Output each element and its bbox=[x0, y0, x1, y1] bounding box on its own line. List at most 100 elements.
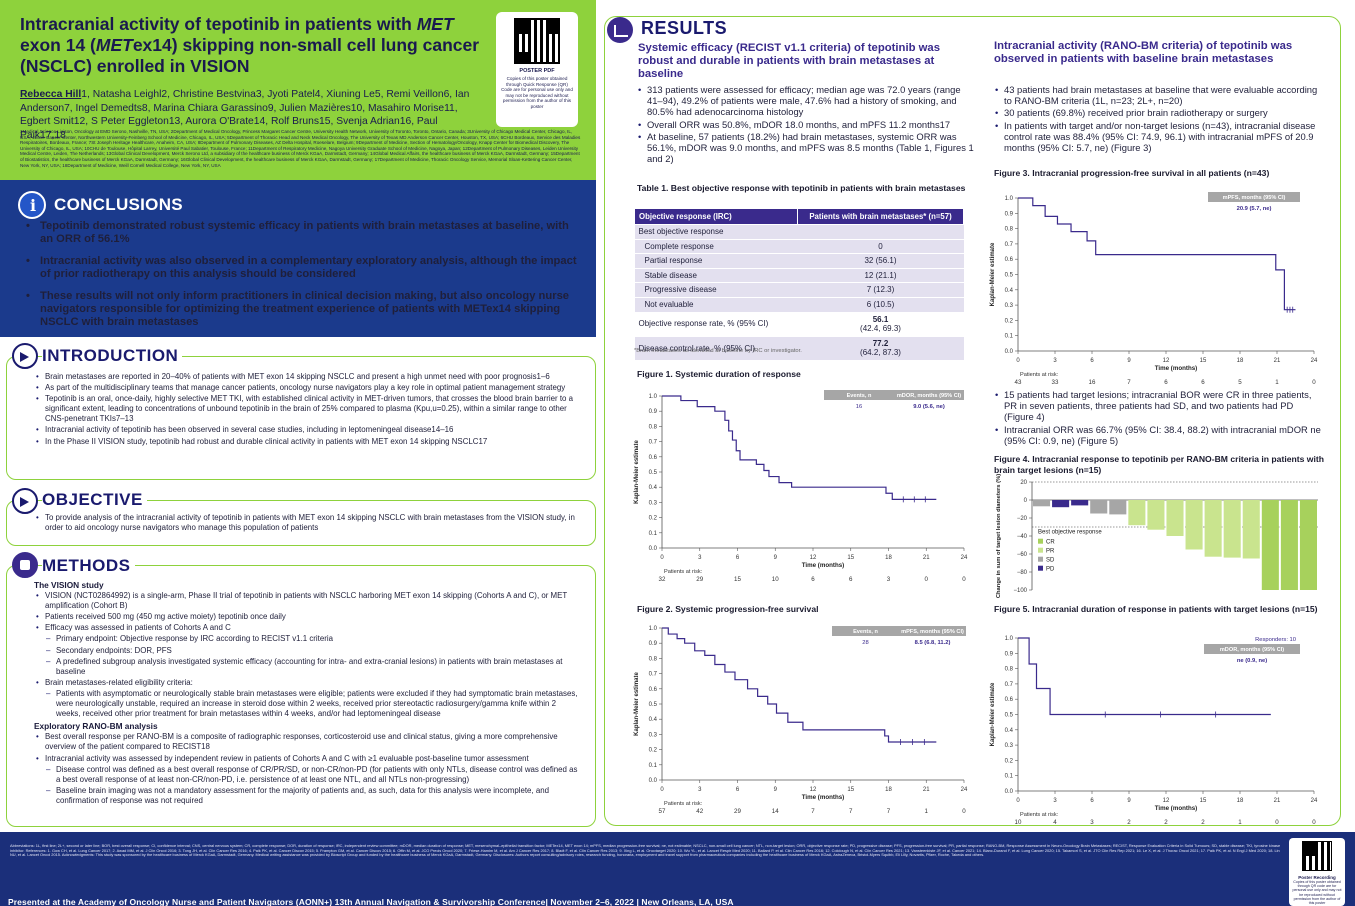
km-curve bbox=[662, 627, 937, 743]
table-row: Disease control rate, % (95% CI) 77.2 (64.… bbox=[634, 335, 964, 361]
y-axis-label: Kaplan-Meier estimate bbox=[990, 242, 996, 306]
km-curve bbox=[662, 395, 937, 500]
y-tick-label: 0 bbox=[1024, 498, 1028, 504]
table-row: Progressive disease 7 (12.3) bbox=[634, 282, 964, 298]
y-tick-label: 0.8 bbox=[1005, 667, 1014, 673]
y-tick-label: 0.1 bbox=[649, 531, 658, 537]
legend-header-bg bbox=[824, 390, 964, 400]
y-tick-label: 1.0 bbox=[649, 394, 658, 400]
y-tick-label: 0.1 bbox=[1005, 334, 1014, 340]
x-tick-label: 0 bbox=[660, 555, 664, 561]
intracranial-item: In patients with target and/or non-targe… bbox=[993, 120, 1323, 154]
at-risk-label: Patients at risk: bbox=[1020, 812, 1059, 818]
row-label: Objective response rate, % (95% CI) bbox=[634, 311, 798, 337]
y-tick-label: 0.0 bbox=[1005, 789, 1014, 795]
legend-header: mDOR, months (95% CI) bbox=[1220, 647, 1284, 653]
first-author: Rebecca Hill bbox=[20, 89, 82, 100]
at-risk-value: 0 bbox=[962, 576, 966, 583]
rate-value: 56.1 bbox=[872, 314, 889, 324]
row-label: Not evaluable bbox=[634, 297, 798, 313]
at-risk-value: 29 bbox=[734, 808, 741, 815]
figure1-title: Figure 1. Systemic duration of response bbox=[637, 369, 801, 379]
x-tick-label: 18 bbox=[885, 555, 892, 561]
row-label: Disease control rate, % (95% CI) bbox=[634, 335, 798, 361]
intracranial-item: 15 patients had target lesions; intracra… bbox=[993, 389, 1323, 423]
legend-value: 8.5 (6.8, 11.2) bbox=[915, 640, 951, 646]
introduction-list: Brain metastases are reported in 20–40% … bbox=[34, 372, 574, 448]
row-value: 32 (56.1) bbox=[797, 253, 964, 269]
waterfall-bar bbox=[1052, 500, 1070, 508]
methods-subhead: The VISION study bbox=[34, 580, 104, 590]
x-tick-label: 0 bbox=[1016, 358, 1020, 364]
table-header: Objective response (IRC) bbox=[634, 208, 798, 225]
methods-item: Disease control was defined as a best ov… bbox=[34, 765, 582, 785]
at-risk-value: 33 bbox=[1052, 379, 1059, 386]
y-tick-label: −20 bbox=[1017, 516, 1028, 522]
x-axis-label: Time (months) bbox=[1155, 365, 1198, 372]
at-risk-value: 14 bbox=[772, 808, 779, 815]
x-tick-label: 18 bbox=[1237, 358, 1244, 364]
y-tick-label: −100 bbox=[1013, 588, 1027, 594]
x-tick-label: 3 bbox=[1053, 798, 1057, 804]
waterfall-bar bbox=[1071, 500, 1089, 506]
x-axis-label: Time (months) bbox=[802, 794, 845, 801]
y-tick-label: 0.3 bbox=[1005, 743, 1014, 749]
waterfall-bar bbox=[1242, 500, 1260, 559]
waterfall-bar bbox=[1033, 500, 1051, 507]
figure2-title: Figure 2. Systemic progression-free surv… bbox=[637, 604, 819, 614]
legend-swatch bbox=[1038, 547, 1043, 553]
x-tick-label: 12 bbox=[1163, 358, 1170, 364]
at-risk-label: Patients at risk: bbox=[664, 801, 703, 807]
poster-pdf-qr[interactable]: POSTER PDF Copies of this poster obtaine… bbox=[496, 12, 578, 127]
figure3-chart: 0.00.10.20.30.40.50.60.70.80.91.00433336… bbox=[990, 192, 1318, 386]
y-tick-label: 1.0 bbox=[649, 626, 658, 632]
objective-item: To provide analysis of the intracranial … bbox=[34, 513, 584, 533]
row-label: Best objective response bbox=[634, 224, 798, 240]
y-tick-label: 0.9 bbox=[649, 409, 658, 415]
x-tick-label: 18 bbox=[1237, 798, 1244, 804]
at-risk-value: 7 bbox=[1127, 379, 1131, 386]
waterfall-bar bbox=[1128, 500, 1146, 526]
at-risk-value: 1 bbox=[1238, 819, 1242, 826]
figure4-chart: 20 0 −20 −40 −60 −80 −100 Change in sum of targ… bbox=[996, 474, 1318, 598]
introduction-box bbox=[6, 356, 596, 480]
figure2-chart: 0.0 0.1 0.2 0.3 0.4 0.5 0.6 0.7 0.8 0.9 1.0 0 57 3 42 6… bbox=[634, 626, 968, 815]
best-response-table: Objective response (IRC) Patients with b… bbox=[634, 208, 964, 361]
objective-box bbox=[6, 500, 596, 546]
x-tick-label: 24 bbox=[1311, 798, 1318, 804]
poster-recording-qr[interactable]: Poster Recording Copies of this poster o… bbox=[1289, 838, 1345, 906]
affiliations: 1Medical Science Liaison, Oncology at EM… bbox=[20, 129, 581, 168]
y-tick-label: 0.3 bbox=[1005, 303, 1014, 309]
methods-item: Brain metastases-related eligibility cri… bbox=[34, 678, 582, 688]
methods-item: Baseline brain imaging was not a mandato… bbox=[34, 786, 582, 806]
y-tick-label: 0.7 bbox=[1005, 682, 1014, 688]
x-tick-label: 21 bbox=[1274, 358, 1281, 364]
legend-label: CR bbox=[1046, 540, 1055, 546]
x-tick-label: 12 bbox=[1163, 798, 1170, 804]
conclusion-item: These results will not only inform pract… bbox=[26, 290, 582, 329]
row-value: 0 bbox=[797, 239, 964, 255]
x-tick-label: 24 bbox=[961, 555, 968, 561]
methods-title: METHODS bbox=[42, 556, 135, 576]
methods-item: VISION (NCT02864992) is a single-arm, Ph… bbox=[34, 591, 582, 611]
methods-list: The VISION studyVISION (NCT02864992) is … bbox=[34, 578, 582, 807]
at-risk-value: 3 bbox=[1090, 819, 1094, 826]
y-tick-label: 0.6 bbox=[1005, 257, 1014, 263]
table-row: Partial response 32 (56.1) bbox=[634, 253, 964, 269]
objective-list: To provide analysis of the intracranial … bbox=[34, 513, 584, 534]
at-risk-value: 0 bbox=[1275, 819, 1279, 826]
methods-item: Primary endpoint: Objective response by … bbox=[34, 634, 582, 644]
x-tick-label: 15 bbox=[1200, 798, 1207, 804]
x-tick-label: 9 bbox=[1127, 798, 1131, 804]
at-risk-value: 7 bbox=[849, 808, 853, 815]
row-label: Complete response bbox=[634, 239, 798, 255]
x-tick-label: 3 bbox=[1053, 358, 1057, 364]
y-tick-label: 0.2 bbox=[1005, 758, 1014, 764]
methods-item: Efficacy was assessed in patients of Coh… bbox=[34, 623, 582, 633]
y-tick-label: 0.8 bbox=[649, 656, 658, 662]
y-tick-label: 1.0 bbox=[1005, 636, 1014, 642]
table-body: Best objective response Complete response… bbox=[634, 224, 964, 361]
y-tick-label: 0.0 bbox=[649, 778, 658, 784]
y-axis-label: Kaplan-Meier estimate bbox=[634, 672, 640, 736]
at-risk-value: 0 bbox=[1312, 379, 1316, 386]
